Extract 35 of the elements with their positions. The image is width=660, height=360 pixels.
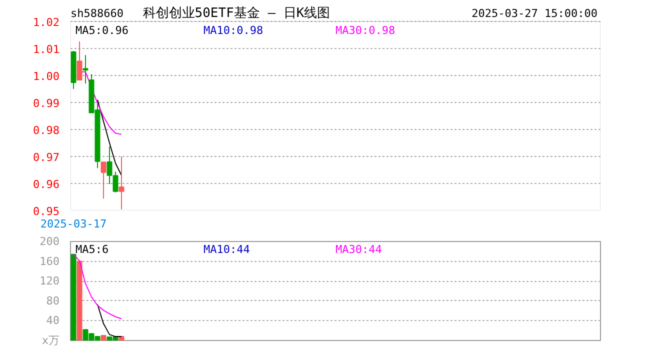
text: 科创创业50ETF基金 — 日K线图 (142, 6, 330, 21)
y-tick-label: 1.00 (33, 70, 60, 83)
candlestick (76, 40, 82, 81)
y-tick-label: 0.97 (33, 150, 60, 164)
y-tick-label: 80 (46, 294, 60, 308)
y-tick-label: 0.95 (33, 205, 60, 218)
y-tick-label: 0.98 (33, 124, 60, 137)
bar (70, 254, 76, 340)
text: MA10:0.98 (204, 24, 264, 37)
y-tick-label: 0.99 (33, 96, 60, 110)
y-tick-label: 40 (46, 314, 60, 328)
y-tick-label: 120 (40, 274, 60, 288)
bar (76, 260, 82, 340)
y-tick-label: 200 (40, 235, 60, 248)
candlestick (100, 162, 106, 200)
y-tick-label: x万 (42, 334, 60, 347)
bar (100, 335, 106, 340)
text: MA10:44 (204, 243, 250, 256)
x-tick-label: 2025-03-17 (40, 218, 107, 230)
annotation: MA5:0.96 (76, 24, 128, 37)
y-tick-label: 0.96 (33, 178, 60, 191)
y-tick-label: 1.02 (33, 16, 60, 29)
line-series (73, 254, 122, 320)
bar (118, 336, 124, 340)
text: MA30:44 (336, 243, 382, 256)
candlestick (82, 54, 88, 84)
text: 2025-03-27 15:00:00 (472, 6, 598, 20)
text: sh588660 (70, 6, 124, 20)
candlestick (118, 156, 124, 210)
y-tick-label: 160 (40, 254, 60, 268)
line-series (97, 99, 122, 176)
line-series (97, 304, 122, 338)
y-tick-label: 1.01 (33, 42, 60, 56)
annotation: MA5:6 (76, 243, 109, 256)
text: MA30:0.98 (336, 24, 396, 37)
